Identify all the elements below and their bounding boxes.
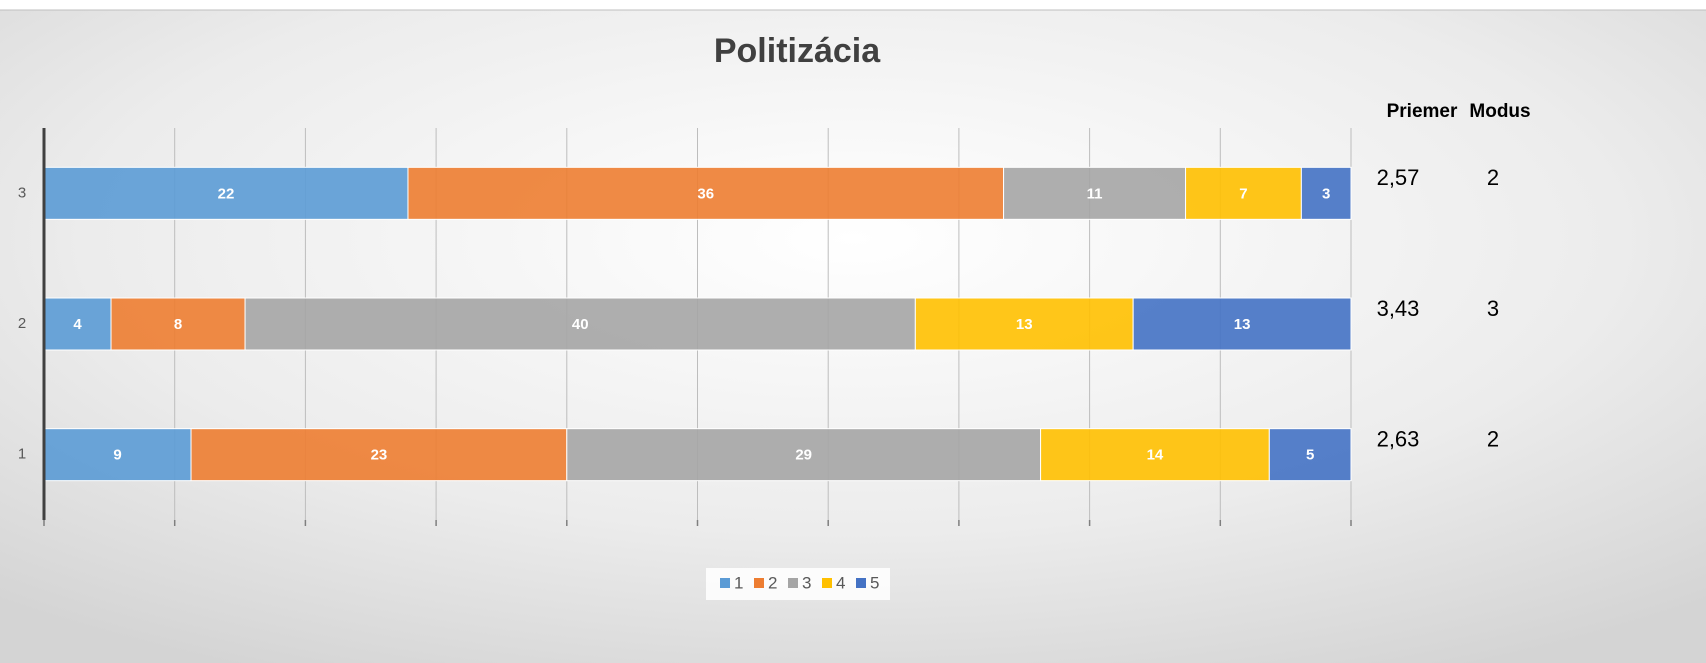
bar-segment: [914, 297, 1134, 351]
bar-segment: [1300, 166, 1352, 220]
legend-label: 5: [870, 573, 879, 592]
bar-segment: [190, 428, 568, 482]
bar-segment: [1185, 166, 1302, 220]
y-tick-label: 2: [18, 315, 26, 332]
data-label: 29: [795, 447, 812, 464]
y-tick-label: 1: [18, 446, 26, 463]
bar-segment: [566, 428, 1042, 482]
data-label: 22: [218, 185, 235, 202]
side-table: Priemer Modus 2,63 2 3,43 3 2,57 2: [1377, 101, 1531, 451]
bar-segment: [110, 297, 246, 351]
legend-label: 3: [802, 573, 811, 592]
legend-label: 1: [734, 573, 743, 592]
table-cell: 3,43: [1377, 296, 1420, 321]
bar-segment: [1003, 166, 1187, 220]
table-cell: 2,63: [1377, 426, 1420, 451]
data-label: 4: [73, 316, 82, 333]
data-label: 13: [1234, 316, 1251, 333]
legend-swatch: [822, 578, 832, 588]
table-cell: 3: [1487, 296, 1499, 321]
bar-segment: [244, 297, 916, 351]
bar-segment: [1268, 428, 1352, 482]
bars: 1 9 23 29 14 5 2 4 8 40 13 13 3 22 36 11 7 3: [18, 166, 1352, 482]
table-cell: 2,57: [1377, 165, 1420, 190]
legend-swatch: [856, 578, 866, 588]
bar-segment: [43, 166, 409, 220]
data-label: 13: [1016, 316, 1033, 333]
legend-swatch: [788, 578, 798, 588]
legend: 1 2 3 4 5: [720, 573, 879, 592]
bar-segment: [1132, 297, 1352, 351]
bar-segment: [43, 297, 112, 351]
data-label: 11: [1087, 185, 1103, 202]
table-cell: 2: [1487, 426, 1499, 451]
data-label: 3: [1322, 185, 1330, 202]
bar-segment: [43, 428, 192, 482]
chart-title: Politizácia: [714, 32, 881, 70]
legend-swatch: [720, 578, 730, 588]
table-cell: 2: [1487, 165, 1499, 190]
legend-label: 4: [836, 573, 845, 592]
y-tick-label: 3: [18, 184, 26, 201]
data-label: 40: [572, 316, 589, 333]
legend-swatch: [754, 578, 764, 588]
bar-segment: [1040, 428, 1270, 482]
data-label: 5: [1306, 447, 1314, 464]
data-label: 9: [113, 447, 121, 464]
data-label: 23: [371, 447, 388, 464]
table-header: Modus: [1469, 101, 1530, 122]
bar-segment: [407, 166, 1005, 220]
data-label: 8: [174, 316, 182, 333]
data-label: 7: [1239, 185, 1247, 202]
legend-label: 2: [768, 573, 777, 592]
table-header: Priemer: [1387, 101, 1458, 122]
data-label: 36: [697, 185, 714, 202]
data-label: 14: [1147, 447, 1164, 464]
